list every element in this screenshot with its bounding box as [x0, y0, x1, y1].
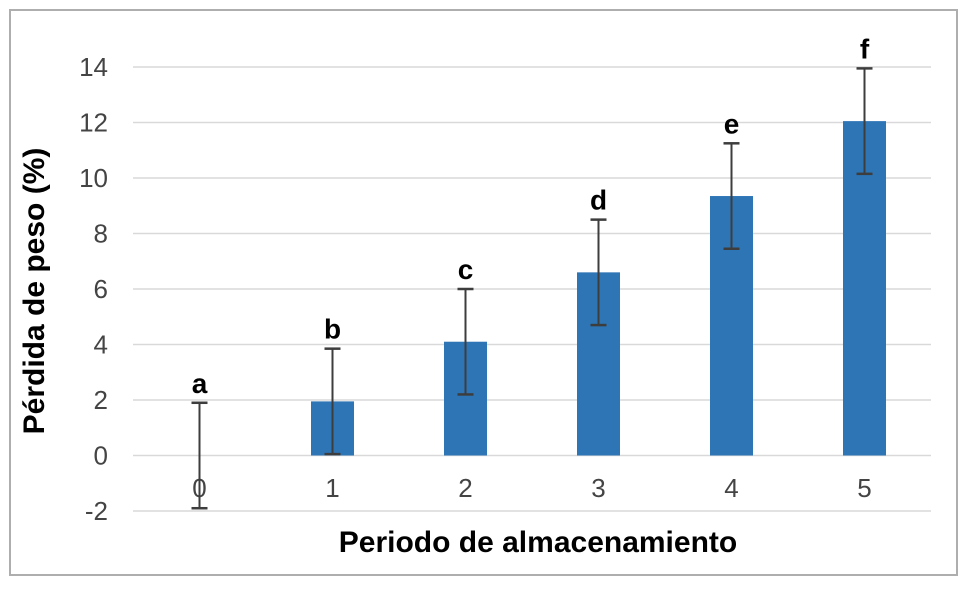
- x-tick-label: 5: [857, 473, 871, 503]
- sig-letter: c: [458, 254, 474, 285]
- sig-letter: f: [860, 33, 870, 64]
- error-bars-group: [191, 67, 873, 510]
- figure-border: [9, 9, 958, 576]
- x-axis-tick-labels: 012345: [192, 473, 871, 503]
- sig-letter: a: [192, 368, 208, 399]
- y-tick-label: 0: [94, 441, 108, 471]
- sig-letter: e: [724, 108, 740, 139]
- y-tick-label: 6: [94, 274, 108, 304]
- sig-letter: d: [590, 185, 607, 216]
- y-tick-label: -2: [85, 496, 108, 526]
- x-tick-label: 1: [325, 473, 339, 503]
- y-axis-tick-labels: -2 0 2 4 6 8 10 12 14: [79, 52, 108, 526]
- sig-letter: b: [324, 314, 341, 345]
- x-axis-title: Periodo de almacenamiento: [339, 526, 737, 559]
- bar: [843, 121, 886, 456]
- gridlines-group: [133, 66, 931, 512]
- y-tick-label: 14: [79, 52, 108, 82]
- significance-letters-group: a b c d e f: [192, 33, 870, 398]
- y-tick-label: 10: [79, 163, 108, 193]
- y-tick-label: 8: [94, 219, 108, 249]
- x-tick-label: 4: [724, 473, 738, 503]
- x-tick-label: 2: [458, 473, 472, 503]
- y-tick-label: 4: [94, 330, 108, 360]
- y-tick-label: 2: [94, 385, 108, 415]
- y-axis-title: Pérdida de peso (%): [18, 148, 51, 435]
- x-tick-label: 3: [591, 473, 605, 503]
- y-tick-label: 12: [79, 108, 108, 138]
